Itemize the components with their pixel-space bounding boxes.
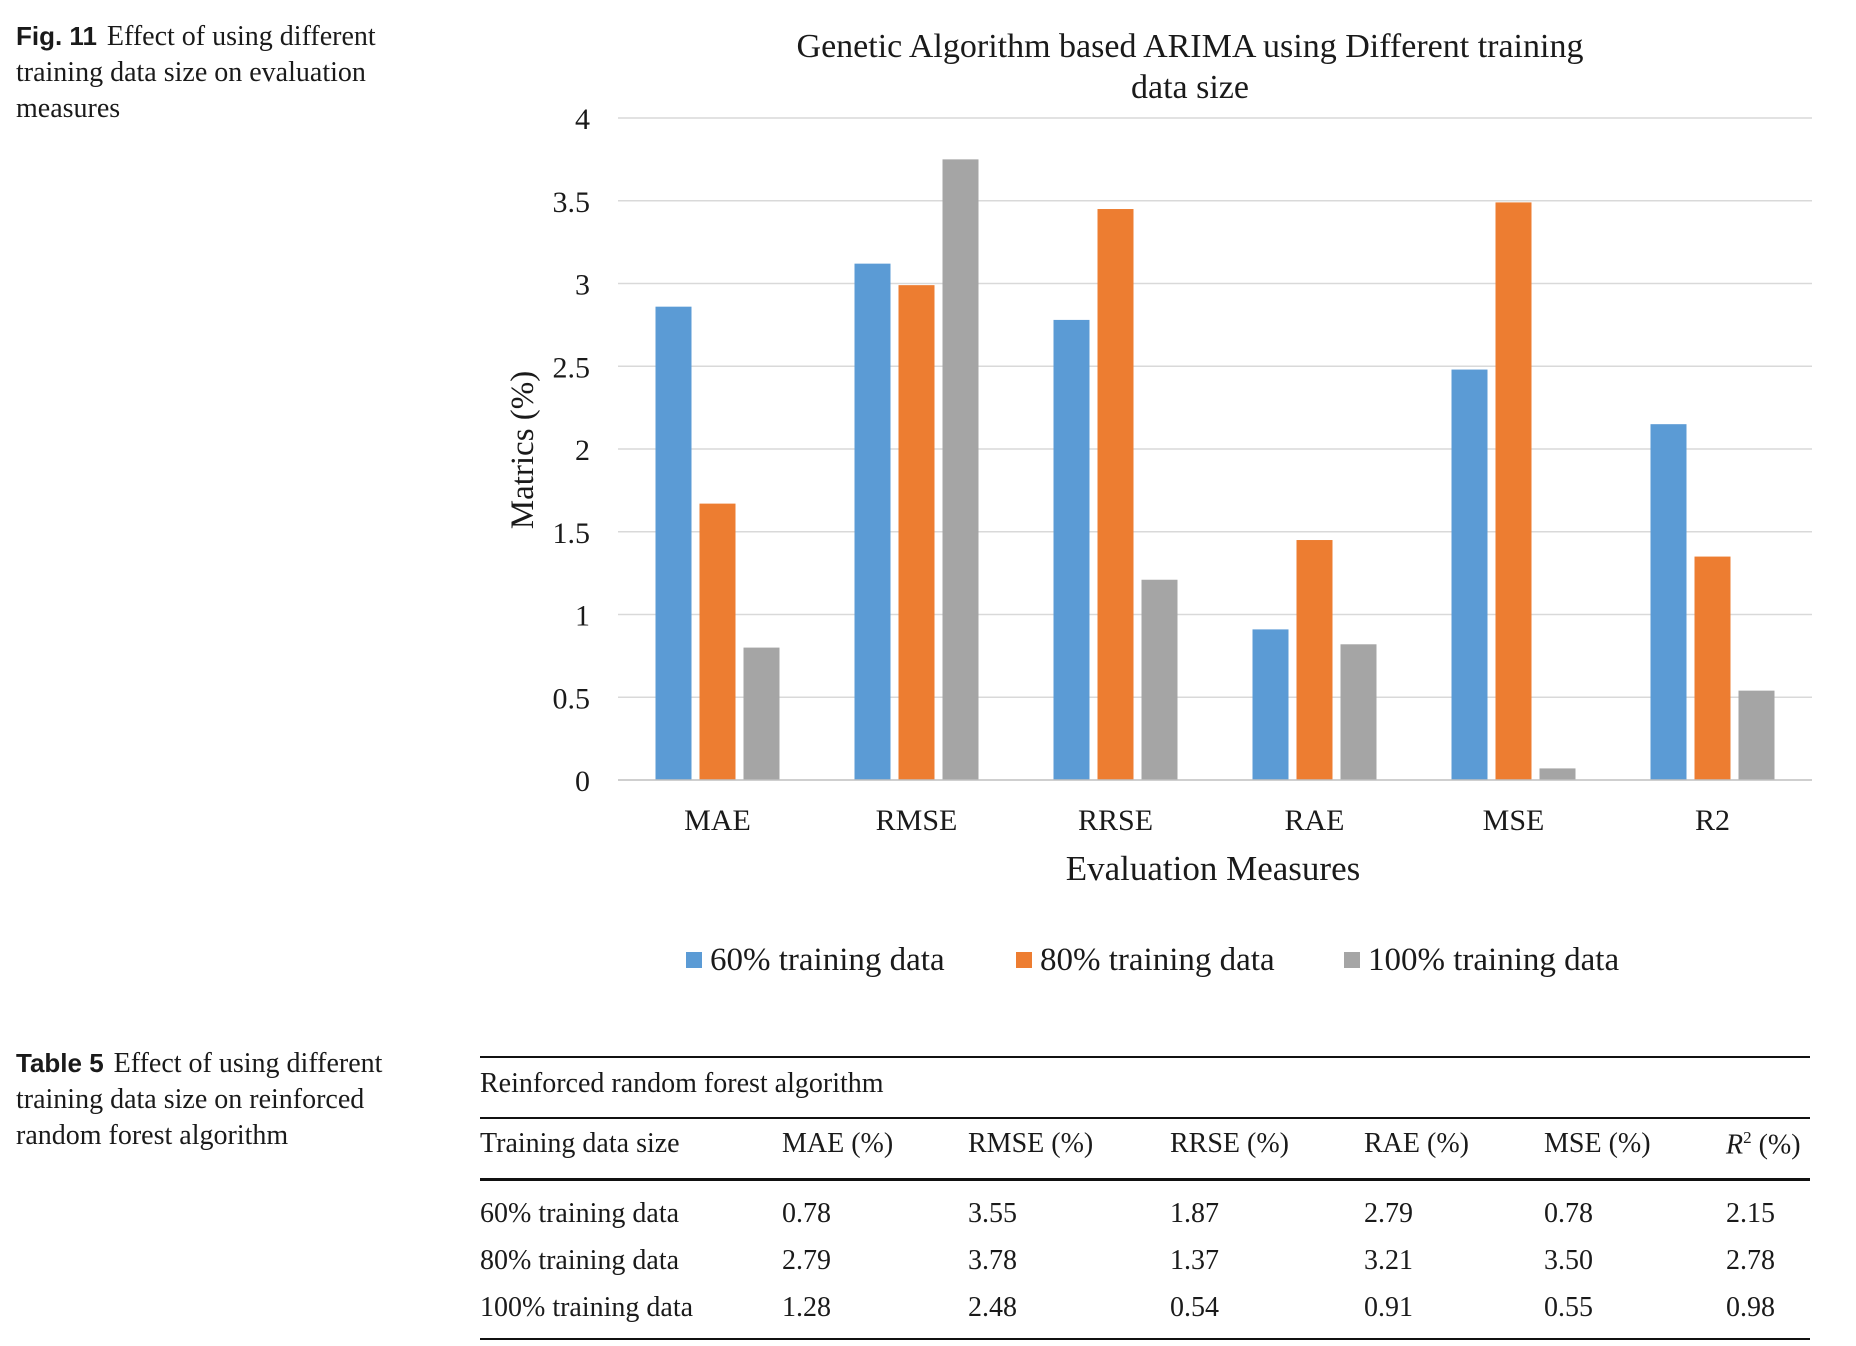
y-tick-label: 0.5 [553, 682, 591, 715]
table-group-rule [480, 1117, 1810, 1119]
legend-label: 60% training data [710, 942, 945, 978]
bar [1340, 644, 1377, 780]
r2-superscript: 2 [1743, 1128, 1752, 1147]
row-label: 60% training data [480, 1198, 680, 1229]
table-group-header: Reinforced random forest algorithm [480, 1068, 884, 1099]
figure-label: Fig. 11 [16, 21, 97, 51]
bar [1252, 629, 1289, 780]
table-cell: 0.55 [1544, 1292, 1593, 1323]
legend: 60% training data 80% training data 100% t… [686, 942, 1619, 978]
table-cell: 1.87 [1170, 1198, 1219, 1229]
bar [898, 285, 935, 780]
x-tick-label: MSE [1483, 804, 1545, 837]
header-rmse: RMSE (%) [968, 1128, 1094, 1159]
table-caption: Table 5 Effect of using different trainin… [16, 1045, 416, 1154]
legend-swatch [1016, 952, 1032, 968]
table-top-rule [480, 1056, 1810, 1058]
bar [1451, 369, 1488, 780]
y-tick-label: 0 [575, 765, 590, 798]
table-cell: 2.79 [782, 1245, 831, 1276]
header-training-size: Training data size [480, 1128, 680, 1159]
header-rrse: RRSE (%) [1170, 1128, 1289, 1159]
table-cell: 2.78 [1726, 1245, 1775, 1276]
table-bottom-rule [480, 1338, 1810, 1340]
table-header-rule [480, 1178, 1810, 1181]
bar [1053, 319, 1090, 780]
bar [1495, 202, 1532, 780]
x-axis-ticks: MAE RMSE RRSE RAE MSE R2 [684, 804, 1730, 837]
x-tick-label: RRSE [1078, 804, 1153, 837]
table-cell: 3.50 [1544, 1245, 1593, 1276]
gridlines [618, 117, 1812, 698]
table-cell: 2.48 [968, 1292, 1017, 1323]
table-cell: 0.91 [1364, 1292, 1413, 1323]
bar [1694, 556, 1731, 780]
legend-swatch [1344, 952, 1360, 968]
table-cell: 0.54 [1170, 1292, 1219, 1323]
bar [854, 263, 891, 780]
table-cell: 2.79 [1364, 1198, 1413, 1229]
table-cell: 0.78 [1544, 1198, 1593, 1229]
table-cell: 3.78 [968, 1245, 1017, 1276]
bar [655, 306, 692, 780]
row-label: 100% training data [480, 1292, 694, 1323]
table-cell: 1.28 [782, 1292, 831, 1323]
table-cell: 3.55 [968, 1198, 1017, 1229]
table-cell: 0.98 [1726, 1292, 1775, 1323]
y-tick-label: 2 [575, 434, 590, 467]
y-axis-ticks: 0 0.5 1 1.5 2 2.5 3 3.5 4 [553, 103, 591, 798]
header-rae: RAE (%) [1364, 1128, 1469, 1159]
x-tick-label: MAE [684, 804, 751, 837]
y-tick-label: 1.5 [553, 517, 591, 550]
bar [1097, 209, 1134, 780]
y-tick-label: 3 [575, 269, 590, 302]
y-tick-label: 3.5 [553, 186, 591, 219]
chart-title-line-1: Genetic Algorithm based ARIMA using Diff… [797, 28, 1584, 65]
bar [1141, 579, 1178, 780]
bar [942, 159, 979, 780]
figure-caption: Fig. 11 Effect of using different trainin… [16, 18, 436, 127]
figure-caption-text: Effect of using different training data … [16, 21, 376, 124]
chart-title-line-2: data size [1131, 69, 1249, 106]
x-tick-label: RAE [1285, 804, 1345, 837]
header-mse: MSE (%) [1544, 1128, 1651, 1159]
bar [743, 647, 780, 780]
header-mae: MAE (%) [782, 1128, 894, 1159]
y-tick-label: 1 [575, 600, 590, 633]
x-axis-label: Evaluation Measures [1066, 849, 1361, 888]
y-tick-label: 4 [575, 103, 590, 136]
table-cell: 3.21 [1364, 1245, 1413, 1276]
table-caption-text: Effect of using different training data … [16, 1048, 383, 1151]
bar-chart: Genetic Algorithm based ARIMA using Diff… [505, 28, 1812, 978]
bars [655, 159, 1775, 780]
bar [699, 503, 736, 780]
y-tick-label: 2.5 [553, 351, 591, 384]
bar [1650, 424, 1687, 780]
table-cell: 0.78 [782, 1198, 831, 1229]
y-axis-label: Matrics (%) [505, 371, 541, 530]
legend-label: 100% training data [1368, 942, 1619, 978]
x-tick-label: R2 [1695, 804, 1730, 837]
table-label: Table 5 [16, 1048, 104, 1078]
bar [1539, 768, 1576, 780]
r2-symbol: R [1726, 1129, 1744, 1161]
table-cell: 1.37 [1170, 1245, 1219, 1276]
table-cell: 2.15 [1726, 1198, 1775, 1229]
legend-swatch [686, 952, 702, 968]
row-label: 80% training data [480, 1245, 680, 1276]
header-r2: R2 (%) [1726, 1128, 1801, 1161]
bar [1738, 690, 1775, 780]
x-tick-label: RMSE [876, 804, 958, 837]
bar [1296, 540, 1333, 780]
r2-unit: (%) [1758, 1129, 1801, 1161]
legend-label: 80% training data [1040, 942, 1275, 978]
